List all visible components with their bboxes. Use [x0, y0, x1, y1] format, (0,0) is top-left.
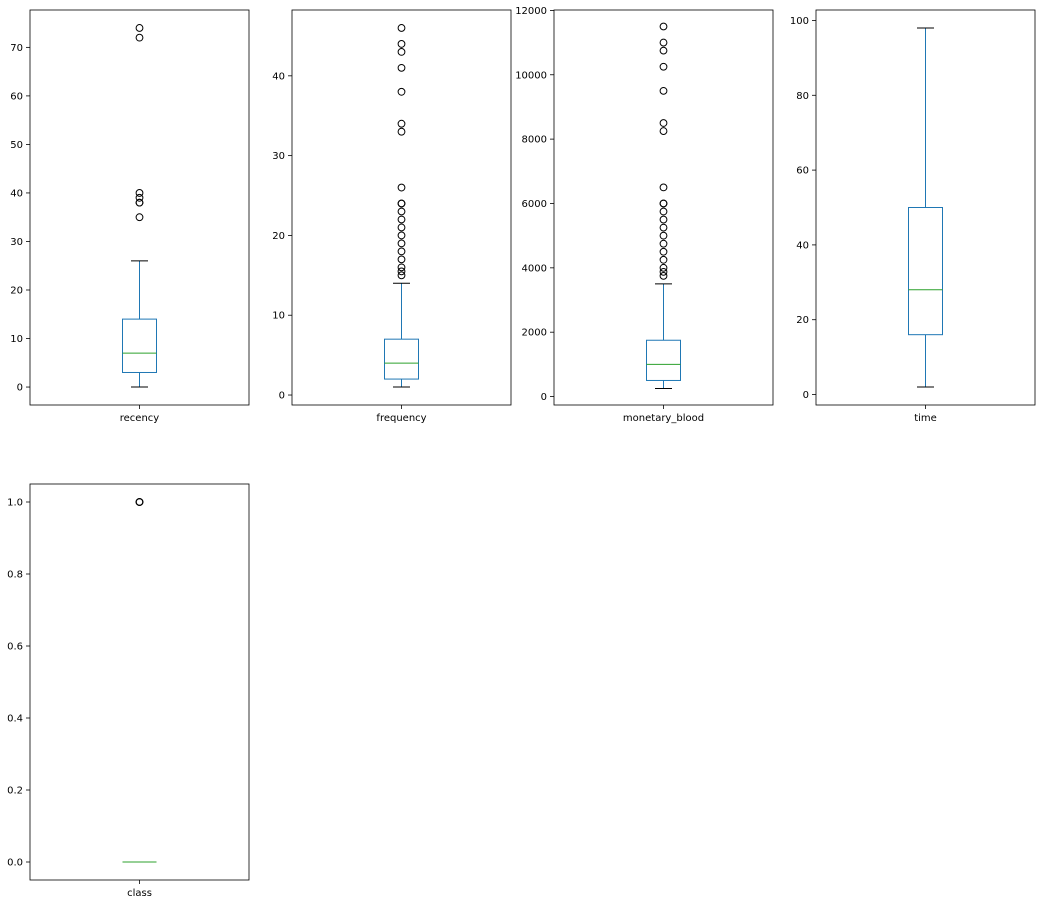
- outlier-point: [135, 193, 144, 202]
- outlier-point: [397, 223, 406, 232]
- outlier-point: [659, 247, 668, 256]
- y-tick-label: 0.8: [7, 570, 23, 581]
- outlier-point: [659, 267, 668, 276]
- iqr-box: [646, 339, 681, 381]
- subplot-monetary-blood: 0 2000 4000 6000 8000 10000 12000 monetary_bloo…: [515, 6, 774, 424]
- outlier-point: [659, 231, 668, 240]
- x-tick-label: frequency: [376, 413, 426, 424]
- y-tick-label: 40: [10, 188, 23, 199]
- outlier-point: [659, 199, 668, 208]
- axes-frame: [291, 9, 512, 406]
- x-tick-label: recency: [120, 413, 160, 424]
- y-tick-label: 6000: [522, 199, 547, 210]
- outlier-point: [397, 199, 406, 208]
- outlier-point: [397, 183, 406, 192]
- outlier-point: [397, 231, 406, 240]
- outlier-point: [659, 207, 668, 216]
- y-tick-label: 30: [10, 237, 23, 248]
- y-tick-label: 40: [796, 240, 809, 251]
- outlier-point: [397, 87, 406, 96]
- outlier-point: [397, 271, 406, 280]
- outlier-point: [397, 239, 406, 248]
- y-tick-label: 70: [10, 43, 23, 54]
- y-tick-label: 0: [541, 392, 547, 403]
- y-tick-label: 2000: [522, 328, 547, 339]
- outlier-point: [135, 189, 144, 197]
- y-tick-label: 40: [272, 71, 285, 82]
- axes-frame: [29, 483, 250, 881]
- x-tick-label: time: [914, 413, 937, 424]
- y-tick-label: 10: [10, 334, 23, 345]
- iqr-box: [908, 207, 943, 336]
- x-tick-label: class: [127, 888, 152, 899]
- y-tick-label: 20: [796, 315, 809, 326]
- axes-frame: [29, 9, 250, 406]
- axes-frame: [553, 9, 774, 406]
- y-tick-label: 30: [272, 151, 285, 162]
- outlier-point: [659, 239, 668, 248]
- outlier-point: [659, 183, 668, 192]
- y-tick-label: 10000: [515, 70, 547, 81]
- outlier-point: [659, 271, 668, 280]
- outlier-point: [659, 38, 668, 47]
- outlier-point: [397, 247, 406, 256]
- outlier-point: [659, 46, 668, 55]
- outlier-point: [659, 223, 668, 232]
- outlier-point: [397, 63, 406, 72]
- y-tick-label: 0.6: [7, 642, 23, 653]
- subplot-time: 0 20 40 60 80 100 time: [790, 9, 1036, 424]
- outlier-point: [135, 198, 144, 207]
- y-tick-label: 20: [272, 231, 285, 242]
- y-tick-label: 1.0: [7, 498, 23, 509]
- outlier-point: [659, 215, 668, 224]
- y-tick-label: 10: [272, 311, 285, 322]
- outlier-point: [397, 119, 406, 128]
- y-tick-label: 60: [10, 91, 23, 102]
- y-tick-label: 12000: [515, 6, 547, 17]
- y-tick-label: 0: [17, 383, 23, 394]
- outlier-point: [135, 24, 144, 32]
- outlier-point: [659, 127, 668, 135]
- x-tick-label: monetary_blood: [623, 413, 704, 424]
- y-tick-label: 0.2: [7, 786, 23, 797]
- outlier-point: [397, 267, 406, 276]
- outlier-point: [397, 207, 406, 216]
- outlier-point: [135, 498, 144, 506]
- outlier-point: [659, 263, 668, 272]
- y-tick-label: 60: [796, 166, 809, 177]
- y-tick-label: 4000: [522, 263, 547, 274]
- subplot-class: 0.0 0.2 0.4 0.6 0.8 1.0 class: [7, 483, 250, 899]
- y-tick-label: 0.4: [7, 714, 23, 725]
- subplot-frequency: 0 10 20 30 40 frequency: [272, 9, 512, 424]
- outlier-point: [135, 213, 144, 222]
- y-tick-label: 20: [10, 285, 23, 296]
- outlier-point: [397, 47, 406, 56]
- iqr-box: [384, 338, 419, 380]
- iqr-box: [122, 318, 157, 373]
- outlier-point: [397, 127, 406, 136]
- y-tick-label: 100: [790, 16, 809, 27]
- outlier-point: [397, 255, 406, 264]
- y-tick-label: 50: [10, 140, 23, 151]
- outlier-point: [659, 119, 668, 127]
- outlier-point: [397, 24, 406, 32]
- outlier-point: [659, 22, 668, 31]
- outlier-point: [397, 40, 406, 48]
- outlier-point: [135, 33, 144, 42]
- y-tick-label: 0.0: [7, 858, 23, 869]
- y-tick-label: 8000: [522, 135, 547, 146]
- subplot-recency: 0 10 20 30 40 50 60 70 recency: [10, 9, 250, 424]
- y-tick-label: 0: [803, 390, 809, 401]
- outlier-point: [659, 255, 668, 264]
- y-tick-label: 0: [279, 391, 285, 402]
- y-tick-label: 80: [796, 91, 809, 102]
- outlier-point: [659, 62, 668, 71]
- outlier-point: [659, 86, 668, 95]
- outlier-point: [397, 263, 406, 272]
- outlier-point: [397, 215, 406, 224]
